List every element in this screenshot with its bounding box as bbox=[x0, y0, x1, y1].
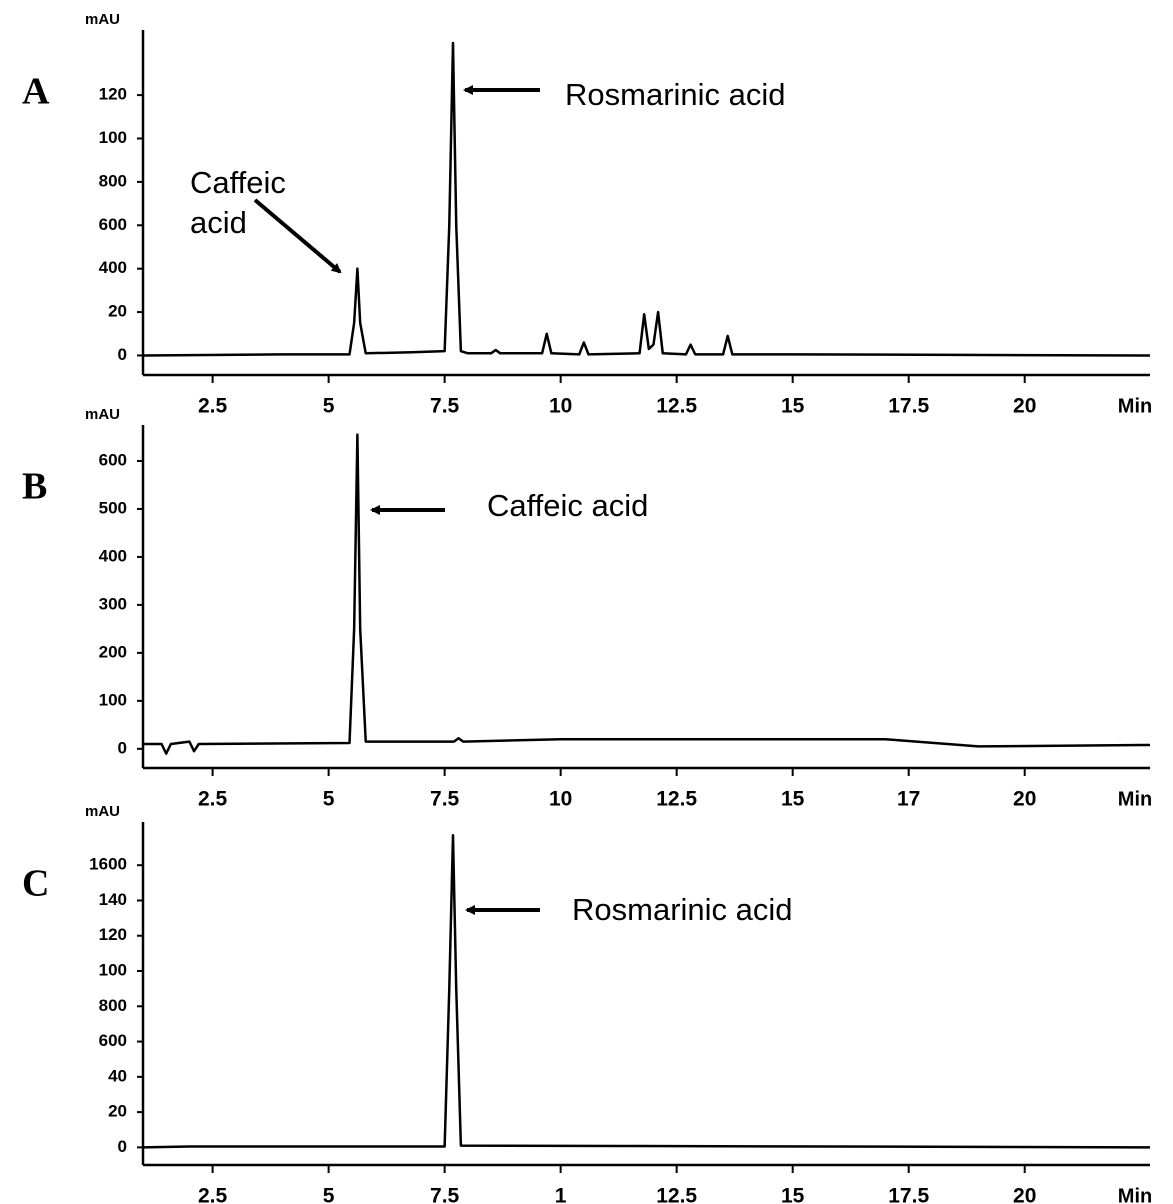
x-tick-label: 12.5 bbox=[656, 395, 697, 418]
y-tick-label: 100 bbox=[99, 690, 127, 709]
x-tick-label: 17.5 bbox=[888, 395, 929, 418]
x-tick-label: 15 bbox=[781, 395, 805, 418]
y-tick-label: 0 bbox=[118, 738, 127, 757]
x-tick-label: 2.5 bbox=[198, 395, 228, 418]
annotation: Rosmarinic acid bbox=[572, 892, 793, 927]
y-tick-label: 120 bbox=[99, 925, 127, 944]
x-tick-label: 7.5 bbox=[430, 395, 460, 418]
y-tick-label: 400 bbox=[99, 258, 127, 277]
y-tick-label: 0 bbox=[118, 345, 127, 364]
x-tick-label: 12.5 bbox=[656, 788, 697, 811]
panel-label: C bbox=[22, 863, 49, 905]
y-tick-label: 20 bbox=[108, 1102, 127, 1121]
y-tick-label: 100 bbox=[99, 128, 127, 147]
x-tick-label: 20 bbox=[1013, 395, 1036, 418]
x-tick-label: 20 bbox=[1013, 788, 1036, 811]
x-tick-label: 17 bbox=[897, 788, 920, 811]
x-tick-label: 20 bbox=[1013, 1185, 1036, 1204]
y-tick-label: 800 bbox=[99, 996, 127, 1015]
x-tick-label: 2.5 bbox=[198, 788, 228, 811]
y-tick-label: 300 bbox=[99, 594, 127, 613]
panel-label: A bbox=[22, 71, 50, 113]
y-tick-label: 0 bbox=[118, 1137, 127, 1156]
annotation: Rosmarinic acid bbox=[565, 77, 786, 112]
x-tick-label: 10 bbox=[549, 788, 572, 811]
y-tick-label: 600 bbox=[99, 450, 127, 469]
y-tick-label: 500 bbox=[99, 498, 127, 517]
y-tick-label: 40 bbox=[108, 1066, 127, 1085]
trace bbox=[142, 833, 1151, 1149]
x-axis-label: Min bbox=[1118, 1185, 1152, 1204]
annotation: acid bbox=[190, 205, 247, 240]
trace bbox=[142, 41, 1151, 357]
y-axis-label: mAU bbox=[85, 803, 120, 820]
y-tick-label: 140 bbox=[99, 890, 127, 909]
x-tick-label: 7.5 bbox=[430, 1185, 460, 1204]
y-axis-label: mAU bbox=[85, 11, 120, 28]
y-tick-label: 120 bbox=[99, 85, 127, 104]
y-tick-label: 800 bbox=[99, 171, 127, 190]
y-tick-label: 400 bbox=[99, 546, 127, 565]
x-tick-label: 5 bbox=[323, 395, 335, 418]
annotation: Caffeic acid bbox=[487, 488, 648, 523]
y-tick-label: 600 bbox=[99, 215, 127, 234]
y-tick-label: 100 bbox=[99, 960, 127, 979]
y-axis-label: mAU bbox=[85, 406, 120, 423]
x-tick-label: 7.5 bbox=[430, 788, 460, 811]
panel-label: B bbox=[22, 466, 47, 508]
y-tick-label: 1600 bbox=[89, 855, 127, 874]
x-tick-label: 10 bbox=[549, 395, 572, 418]
annotation: Caffeic bbox=[190, 165, 286, 200]
x-tick-label: 1 bbox=[555, 1185, 567, 1204]
x-tick-label: 2.5 bbox=[198, 1185, 228, 1204]
y-tick-label: 20 bbox=[108, 302, 127, 321]
x-tick-label: 5 bbox=[323, 1185, 335, 1204]
x-tick-label: 17.5 bbox=[888, 1185, 929, 1204]
x-tick-label: 15 bbox=[781, 1185, 805, 1204]
x-tick-label: 12.5 bbox=[656, 1185, 697, 1204]
x-tick-label: 15 bbox=[781, 788, 805, 811]
y-tick-label: 600 bbox=[99, 1031, 127, 1050]
arrow bbox=[253, 198, 342, 274]
x-tick-label: 5 bbox=[323, 788, 335, 811]
y-tick-label: 200 bbox=[99, 642, 127, 661]
x-axis-label: Min bbox=[1118, 395, 1152, 417]
trace bbox=[143, 433, 1151, 755]
x-axis-label: Min bbox=[1118, 788, 1152, 810]
